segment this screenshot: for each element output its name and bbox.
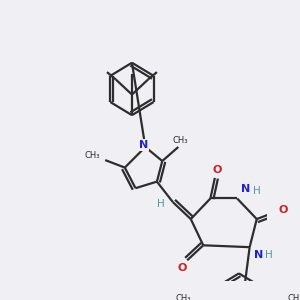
Text: N: N (242, 184, 251, 194)
Text: H: H (157, 199, 164, 209)
Text: N: N (254, 250, 263, 260)
Text: CH₃: CH₃ (84, 151, 100, 160)
Text: O: O (279, 205, 288, 215)
Text: CH₃: CH₃ (287, 294, 300, 300)
Text: CH₃: CH₃ (172, 136, 188, 145)
Text: H: H (253, 186, 261, 196)
Text: CH₃: CH₃ (175, 294, 191, 300)
Text: N: N (139, 140, 148, 150)
Text: H: H (266, 250, 273, 260)
Text: O: O (177, 263, 187, 273)
Text: O: O (213, 165, 222, 176)
